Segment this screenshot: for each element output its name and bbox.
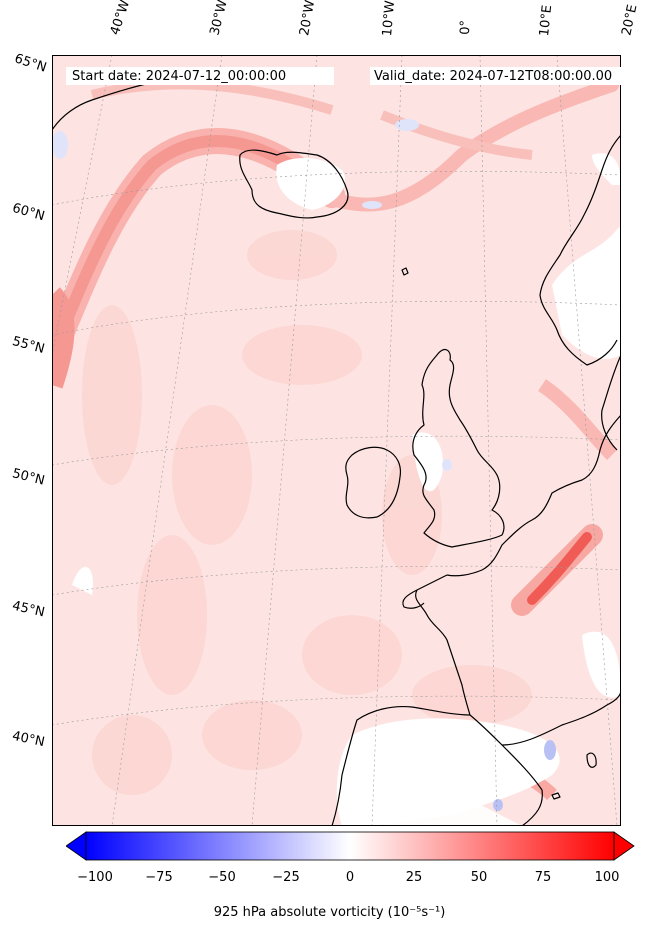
lon-label-0: 0° (458, 19, 474, 35)
vorticity-map: Start date: 2024-07-12_00:00:00 Valid_da… (52, 55, 621, 826)
colorbar-extend-max (613, 831, 635, 861)
coast-mediterranean (469, 689, 621, 746)
lon-label-30w: 30°W (207, 0, 231, 38)
colorbar-tick: 50 (470, 870, 488, 885)
start-date-bg (66, 67, 334, 85)
lat-label-40n: 40°N (10, 728, 46, 751)
coast-ireland (345, 446, 402, 519)
colorbar-tick: 100 (594, 870, 620, 885)
colorbar (66, 831, 635, 861)
vorticity-band-north-atlantic (52, 55, 621, 389)
lon-label-10e: 10°E (537, 4, 556, 38)
colorbar-tick: 0 (345, 870, 355, 885)
coast-scandinavia (539, 134, 621, 366)
coast-brittany (402, 589, 425, 609)
lon-label-10w: 10°W (380, 0, 399, 38)
coast-great-britain (412, 348, 505, 548)
lat-label-45n: 45°N (10, 598, 47, 621)
colorbar-tick: −100 (77, 870, 113, 885)
colorbar-tick: −75 (145, 870, 173, 885)
coast-iceland (239, 149, 349, 219)
lat-label-55n: 55°N (10, 334, 47, 357)
colorbar-tick: −25 (272, 870, 300, 885)
lon-label-40w: 40°W (107, 0, 134, 37)
lat-label-60n: 60°N (10, 200, 47, 225)
map-frame (52, 55, 621, 826)
valid-date-bg (370, 67, 621, 85)
near-zero-regions (72, 153, 621, 826)
start-date-label: Start date: 2024-07-12_00:00:00 (72, 69, 286, 84)
coast-balearic (551, 792, 561, 800)
coast-spain-east (501, 744, 543, 826)
colorbar-gradient (85, 831, 615, 861)
vorticity-field-patches (82, 230, 532, 795)
colorbar-label: 925 hPa absolute vorticity (10⁻⁵s⁻¹) (213, 905, 446, 920)
lon-label-20w: 20°W (297, 0, 319, 38)
lat-label-50n: 50°N (10, 466, 47, 489)
colorbar-tick: −50 (208, 870, 236, 885)
coast-iberia (331, 705, 471, 826)
graticule (52, 55, 621, 826)
coast-corsica (586, 752, 597, 768)
valid-date-label: Valid_date: 2024-07-12T08:00:00.00 (374, 69, 612, 84)
negative-vorticity-patches (52, 119, 556, 811)
coastlines (52, 74, 621, 826)
colorbar-tick: 75 (534, 870, 552, 885)
coast-faroe (401, 267, 409, 276)
lat-label-65n: 65°N (12, 51, 49, 76)
lon-label-20e: 20°E (619, 3, 641, 38)
coast-france (415, 574, 471, 716)
colorbar-extend-min (66, 831, 87, 861)
colorbar-tick: 25 (405, 870, 423, 885)
coast-continent-north (446, 414, 621, 577)
coast-sweden (601, 354, 621, 451)
